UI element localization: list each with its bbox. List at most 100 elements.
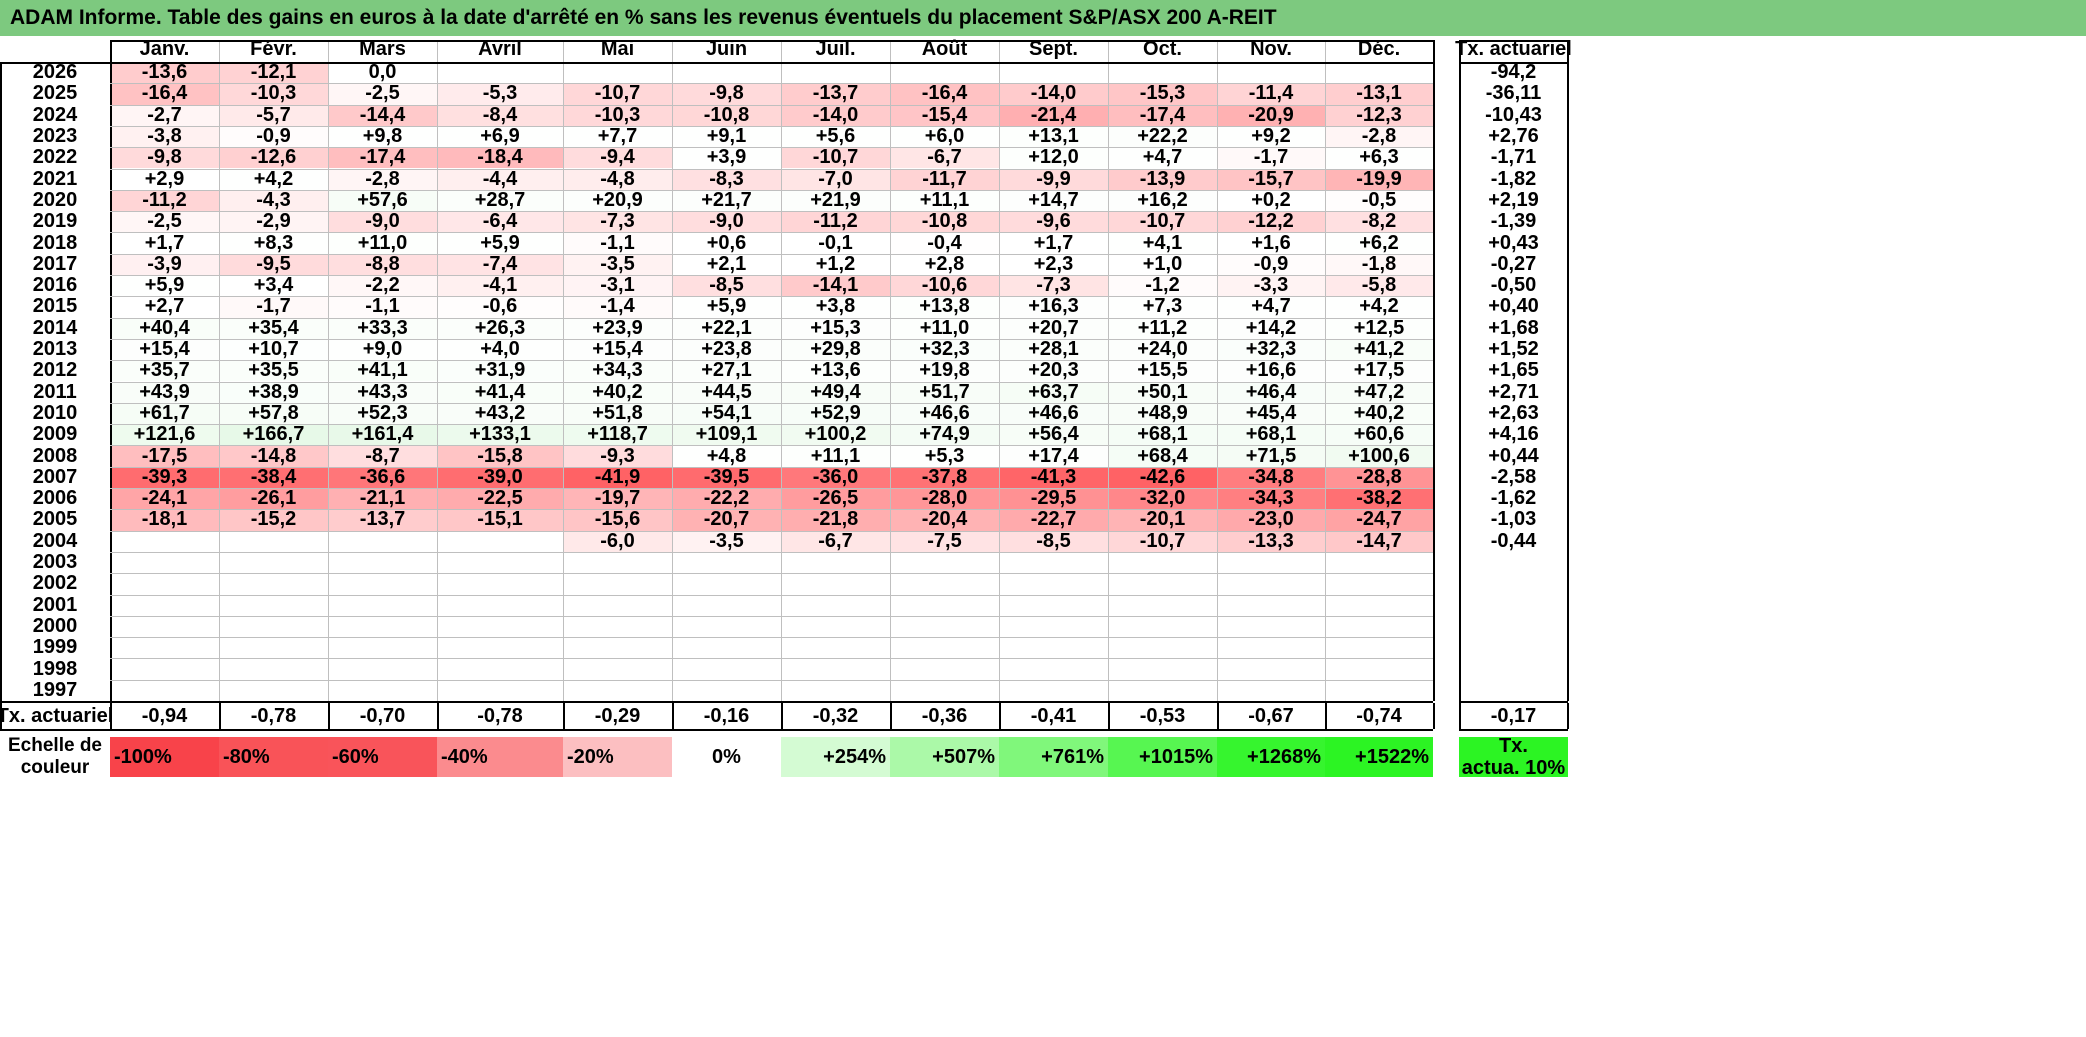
table-cell: +46,6 bbox=[999, 402, 1108, 425]
table-cell: -18,4 bbox=[437, 146, 563, 169]
table-cell: -13,1 bbox=[1325, 82, 1433, 105]
table-cell bbox=[781, 637, 890, 658]
annual-rate-cell: -0,27 bbox=[1490, 252, 1537, 275]
grid-line bbox=[1325, 703, 1327, 729]
table-cell bbox=[890, 552, 999, 573]
year-label: 2014 bbox=[32, 316, 78, 339]
annual-rate-cell: -1,39 bbox=[1490, 210, 1537, 233]
table-cell bbox=[563, 595, 672, 616]
table-cell: -12,6 bbox=[219, 146, 328, 169]
table-cell: +44,5 bbox=[672, 381, 781, 403]
color-scale-step: +1268% bbox=[1217, 737, 1325, 777]
table-cell: +3,8 bbox=[781, 295, 890, 318]
table-cell: -8,4 bbox=[437, 104, 563, 126]
grid-line bbox=[110, 104, 1433, 106]
table-cell: +161,4 bbox=[328, 423, 437, 446]
grid-line bbox=[110, 147, 1433, 149]
table-cell: +19,8 bbox=[890, 359, 999, 382]
table-cell: +35,5 bbox=[219, 359, 328, 382]
grid-line bbox=[1433, 703, 1435, 729]
annual-rate-cell: +0,44 bbox=[1488, 444, 1539, 467]
grid-line bbox=[110, 125, 1433, 127]
month-header: Févr. bbox=[250, 37, 297, 60]
table-cell bbox=[437, 552, 563, 573]
table-cell: -10,3 bbox=[219, 82, 328, 105]
table-cell: -4,4 bbox=[437, 168, 563, 190]
summary-cell: -0,29 bbox=[594, 704, 641, 727]
table-cell: -20,4 bbox=[890, 508, 999, 531]
table-cell: +14,2 bbox=[1217, 317, 1325, 339]
summary-cell: -0,41 bbox=[1030, 704, 1077, 727]
table-cell: -2,8 bbox=[328, 168, 437, 190]
table-cell: -13,9 bbox=[1108, 168, 1217, 190]
table-cell bbox=[1108, 62, 1217, 83]
table-cell bbox=[1325, 552, 1433, 573]
grid-line bbox=[890, 40, 891, 701]
annual-rate-cell bbox=[1459, 658, 1568, 679]
year-label: 2008 bbox=[32, 444, 78, 467]
table-cell: +1,6 bbox=[1217, 232, 1325, 254]
table-cell bbox=[328, 637, 437, 658]
table-cell bbox=[110, 573, 219, 594]
table-cell: +21,9 bbox=[781, 189, 890, 212]
table-cell: -21,8 bbox=[781, 508, 890, 531]
table-cell bbox=[328, 680, 437, 701]
table-cell bbox=[1217, 616, 1325, 637]
table-cell bbox=[1108, 637, 1217, 658]
table-cell: +6,2 bbox=[1325, 232, 1433, 254]
table-cell bbox=[437, 680, 563, 701]
table-cell: -20,7 bbox=[672, 508, 781, 531]
color-scale-step: -100% bbox=[110, 737, 219, 777]
table-cell: -15,2 bbox=[219, 508, 328, 531]
table-cell: -12,3 bbox=[1325, 104, 1433, 126]
table-cell: -1,1 bbox=[563, 232, 672, 254]
table-cell: +17,5 bbox=[1325, 359, 1433, 382]
table-cell bbox=[672, 552, 781, 573]
grid-line bbox=[672, 703, 674, 729]
year-label: 2002 bbox=[32, 572, 78, 595]
table-cell: +23,9 bbox=[563, 317, 672, 339]
grid-line bbox=[0, 62, 1433, 64]
table-cell bbox=[328, 552, 437, 573]
year-label: 1998 bbox=[32, 657, 78, 680]
grid-line bbox=[110, 594, 1433, 596]
table-cell bbox=[219, 680, 328, 701]
table-cell bbox=[1325, 637, 1433, 658]
table-cell: +9,1 bbox=[672, 125, 781, 148]
grid-line bbox=[110, 296, 1433, 298]
year-label: 2007 bbox=[32, 465, 78, 488]
grid-line bbox=[110, 360, 1433, 362]
table-cell: -14,1 bbox=[781, 274, 890, 297]
table-cell bbox=[672, 658, 781, 679]
table-cell: +57,6 bbox=[328, 189, 437, 212]
table-cell: -7,3 bbox=[563, 210, 672, 233]
table-cell bbox=[1325, 595, 1433, 616]
table-cell: -13,7 bbox=[781, 82, 890, 105]
table-cell bbox=[781, 573, 890, 594]
table-cell: +57,8 bbox=[219, 402, 328, 425]
table-cell: +13,6 bbox=[781, 359, 890, 382]
table-cell: +2,1 bbox=[672, 253, 781, 275]
table-cell: -24,1 bbox=[110, 487, 219, 510]
table-cell: +6,3 bbox=[1325, 146, 1433, 169]
grid-line bbox=[1459, 729, 1568, 731]
summary-cell: -0,53 bbox=[1139, 704, 1186, 727]
color-scale-label-line2: couleur bbox=[20, 757, 90, 778]
annual-rate-cell bbox=[1459, 573, 1568, 594]
annual-rate-cell: -36,11 bbox=[1485, 82, 1542, 105]
table-cell: +68,1 bbox=[1108, 423, 1217, 446]
table-cell bbox=[110, 595, 219, 616]
table-cell: +4,0 bbox=[437, 338, 563, 361]
table-cell: -0,4 bbox=[890, 232, 999, 254]
table-cell bbox=[219, 552, 328, 573]
table-cell: -9,8 bbox=[110, 146, 219, 169]
year-label: 2026 bbox=[32, 61, 78, 84]
table-cell: +41,2 bbox=[1325, 338, 1433, 361]
color-scale-step: 0% bbox=[672, 737, 781, 777]
annual-rate-cell: +2,19 bbox=[1488, 188, 1539, 211]
table-cell: -24,7 bbox=[1325, 508, 1433, 531]
table-cell: +118,7 bbox=[563, 423, 672, 446]
table-cell: +15,4 bbox=[110, 338, 219, 361]
table-cell: -8,8 bbox=[328, 253, 437, 275]
table-cell bbox=[999, 573, 1108, 594]
